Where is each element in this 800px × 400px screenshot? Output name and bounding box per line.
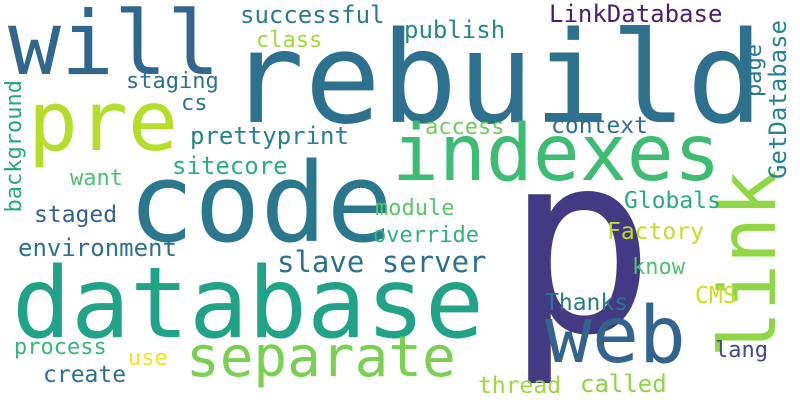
word-environment: environment bbox=[18, 234, 177, 262]
word-process: process bbox=[14, 335, 107, 360]
word-prettyprint: prettyprint bbox=[190, 122, 349, 150]
word-globals: Globals bbox=[624, 188, 721, 214]
word-rebuild: rebuild bbox=[228, 4, 764, 152]
word-web: web bbox=[545, 291, 686, 381]
word-p: p bbox=[505, 99, 656, 390]
word-thread: thread bbox=[478, 373, 562, 399]
word-background: background bbox=[2, 80, 27, 213]
word-use: use bbox=[128, 346, 168, 371]
word-create: create bbox=[43, 362, 127, 388]
word-module: module bbox=[375, 196, 455, 221]
word-getdatabase: GetDatabase bbox=[764, 20, 792, 179]
word-database: database bbox=[12, 247, 485, 361]
word-indexes: indexes bbox=[392, 109, 721, 199]
word-page: page bbox=[742, 44, 767, 97]
word-called: called bbox=[580, 370, 667, 398]
word-linkdatabase: LinkDatabase bbox=[549, 0, 723, 28]
word-staged: staged bbox=[34, 202, 118, 228]
word-know: know bbox=[632, 255, 685, 280]
word-separate: separate bbox=[186, 325, 456, 390]
word-want: want bbox=[70, 166, 123, 191]
word-access: access bbox=[425, 115, 505, 140]
word-code: code bbox=[128, 139, 393, 267]
word-publish: publish bbox=[404, 16, 506, 44]
word-factory: Factory bbox=[607, 219, 704, 245]
word-thanks: Thanks bbox=[545, 290, 629, 316]
word-pre: pre bbox=[28, 73, 178, 170]
word-slave-server: slave server bbox=[277, 245, 487, 279]
word-successful: successful bbox=[240, 1, 385, 29]
word-staging: staging bbox=[126, 69, 219, 94]
word-context: context bbox=[551, 113, 648, 139]
word-cs: cs bbox=[181, 91, 208, 116]
word-sitecore: sitecore bbox=[172, 152, 288, 180]
word-class: class bbox=[256, 28, 323, 53]
word-will: will bbox=[8, 0, 220, 95]
word-cms: CMS bbox=[695, 283, 737, 309]
word-lang: lang bbox=[715, 338, 768, 363]
word-link: link bbox=[704, 170, 794, 358]
word-override: override bbox=[373, 223, 479, 248]
